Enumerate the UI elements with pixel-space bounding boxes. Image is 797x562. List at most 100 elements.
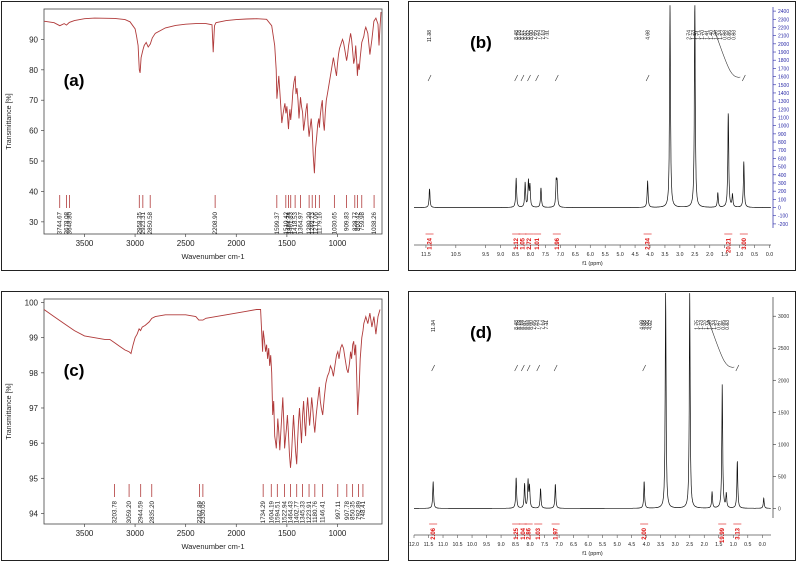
x-tick-label: 9.5 xyxy=(483,542,490,548)
spectrum-line xyxy=(43,11,382,174)
integral-value: 1.24 xyxy=(428,237,434,249)
integral-curve xyxy=(707,319,735,368)
x-tick-label: 10.0 xyxy=(467,542,477,548)
ir-spectrum-panel-c: 3500 3000 2500 2000 1500 1000 94 95 96 97 98 99 100 W… xyxy=(1,291,389,561)
x-tick-label: 11.5 xyxy=(424,542,434,548)
integral-curve xyxy=(520,74,525,82)
peak-label: 4.08 xyxy=(645,30,651,40)
integral-curve xyxy=(427,74,432,82)
y-tick-label: 1900 xyxy=(778,50,789,56)
peak-label: 1.39 xyxy=(708,320,714,330)
peak-label: 792.89 xyxy=(355,500,362,519)
peak-label: 1.72 xyxy=(703,320,709,330)
y-tick-label: 500 xyxy=(778,474,787,480)
peak-label: 2208.90 xyxy=(212,211,219,234)
x-axis-label: f1 (ppm) xyxy=(582,261,603,267)
peak-label: 909.83 xyxy=(344,211,351,230)
peak-label: 8.02 xyxy=(526,30,532,40)
peak-label: 7.65 xyxy=(532,320,538,330)
peak-label: 0.83 xyxy=(725,320,731,330)
x-tick-label: 2500 xyxy=(177,529,195,538)
integral-value: 2.00 xyxy=(642,527,648,539)
ir-spectrum-chart-c: 3500 3000 2500 2000 1500 1000 94 95 96 97 98 99 100 W… xyxy=(6,298,383,551)
y-tick-label: -200 xyxy=(778,222,788,228)
peak-label: 0.88 xyxy=(722,30,728,40)
y-tick-label: 50 xyxy=(29,157,38,166)
y-tick-label: 1300 xyxy=(778,99,789,105)
x-tick-label: 0.0 xyxy=(759,542,766,548)
x-tick-label: 1.5 xyxy=(721,252,728,258)
y-tick-label: 500 xyxy=(778,165,787,171)
x-tick-label: 5.0 xyxy=(614,542,621,548)
peak-label: 4.02 xyxy=(648,320,654,330)
peak-label: 1179.16 xyxy=(316,211,323,233)
y-tick-label: 2000 xyxy=(778,42,789,48)
peak-label: 11.34 xyxy=(431,320,437,332)
integral-curve xyxy=(642,364,646,372)
integral-value: 1.12 xyxy=(514,237,520,249)
peak-label: 3648.80 xyxy=(66,211,73,234)
y-tick-label: 600 xyxy=(778,156,787,162)
spectrum-line xyxy=(414,292,771,509)
x-tick-label: 2.5 xyxy=(691,252,698,258)
peak-label: 0.85 xyxy=(727,30,733,40)
x-tick-label: 0.0 xyxy=(766,252,773,258)
peak-label: 11.38 xyxy=(427,30,433,42)
x-tick-label: 7.5 xyxy=(542,252,549,258)
y-tick-label: 300 xyxy=(778,181,787,187)
x-tick-label: 5.0 xyxy=(617,252,624,258)
x-tick-label: 6.5 xyxy=(572,252,579,258)
y-axis-label: Transmittance [%] xyxy=(6,383,13,439)
y-tick-label: 700 xyxy=(778,148,787,154)
x-tick-label: 2.5 xyxy=(686,542,693,548)
y-tick-label: 99 xyxy=(29,334,38,343)
peak-label: 8.17 xyxy=(520,30,526,40)
peak-label: 1461.83 xyxy=(288,211,295,234)
x-tick-label: 1.5 xyxy=(715,542,722,548)
peak-label: 8.03 xyxy=(525,320,531,330)
peak-label: 1.41 xyxy=(704,30,710,40)
peak-label: 8.18 xyxy=(517,30,523,40)
peak-label: 1223.91 xyxy=(306,500,313,523)
integral-curve xyxy=(514,74,518,82)
x-tick-label: 1500 xyxy=(278,529,296,538)
peak-label: 7.64 xyxy=(535,320,541,330)
y-tick-label: 0 xyxy=(778,206,781,212)
y-tick-label: 1100 xyxy=(778,116,789,122)
y-tick-label: 100 xyxy=(778,197,787,203)
peak-label: 1.38 xyxy=(713,30,719,40)
x-tick-label: 4.5 xyxy=(628,542,635,548)
x-tick-label: 12.0 xyxy=(409,542,419,548)
x-tick-label: 1.0 xyxy=(736,252,743,258)
peak-label: 803.42 xyxy=(354,211,361,230)
y-tick-label: 2400 xyxy=(778,9,789,15)
y-tick-label: 1800 xyxy=(778,58,789,64)
y-tick-label: 2100 xyxy=(778,34,789,40)
peak-label: 1038.26 xyxy=(371,211,378,234)
peak-label: 997.11 xyxy=(335,500,342,519)
peak-label: 1484.74 xyxy=(285,211,292,234)
x-tick-label: 3500 xyxy=(76,529,94,538)
peak-label: 1146.41 xyxy=(320,500,327,522)
peak-label: 1.24 xyxy=(712,320,718,330)
x-tick-label: 0.5 xyxy=(744,542,751,548)
y-tick-label: -100 xyxy=(778,214,788,220)
plot-frame xyxy=(43,298,383,525)
integral-value: 3.00 xyxy=(742,237,748,249)
integral-curve xyxy=(521,364,525,372)
y-tick-label: 1400 xyxy=(778,91,789,97)
peak-label: 0.85 xyxy=(721,320,727,330)
peak-label: 1.73 xyxy=(691,30,697,40)
y-tick-label: 400 xyxy=(778,173,787,179)
y-tick-label: 1000 xyxy=(778,124,789,130)
y-tick-label: 3000 xyxy=(778,314,789,320)
peak-label: 1.71 xyxy=(696,30,702,40)
integral-value: 2.06 xyxy=(431,527,437,539)
peak-label: 3744.67 xyxy=(57,211,64,234)
integral-value: 1.97 xyxy=(554,527,560,539)
peak-label: 3678.08 xyxy=(63,211,70,234)
peak-label: 8.48 xyxy=(514,320,520,330)
peak-label: 1510.42 xyxy=(283,211,290,234)
x-tick-label: 2.0 xyxy=(706,252,713,258)
y-tick-label: 2300 xyxy=(778,17,789,23)
